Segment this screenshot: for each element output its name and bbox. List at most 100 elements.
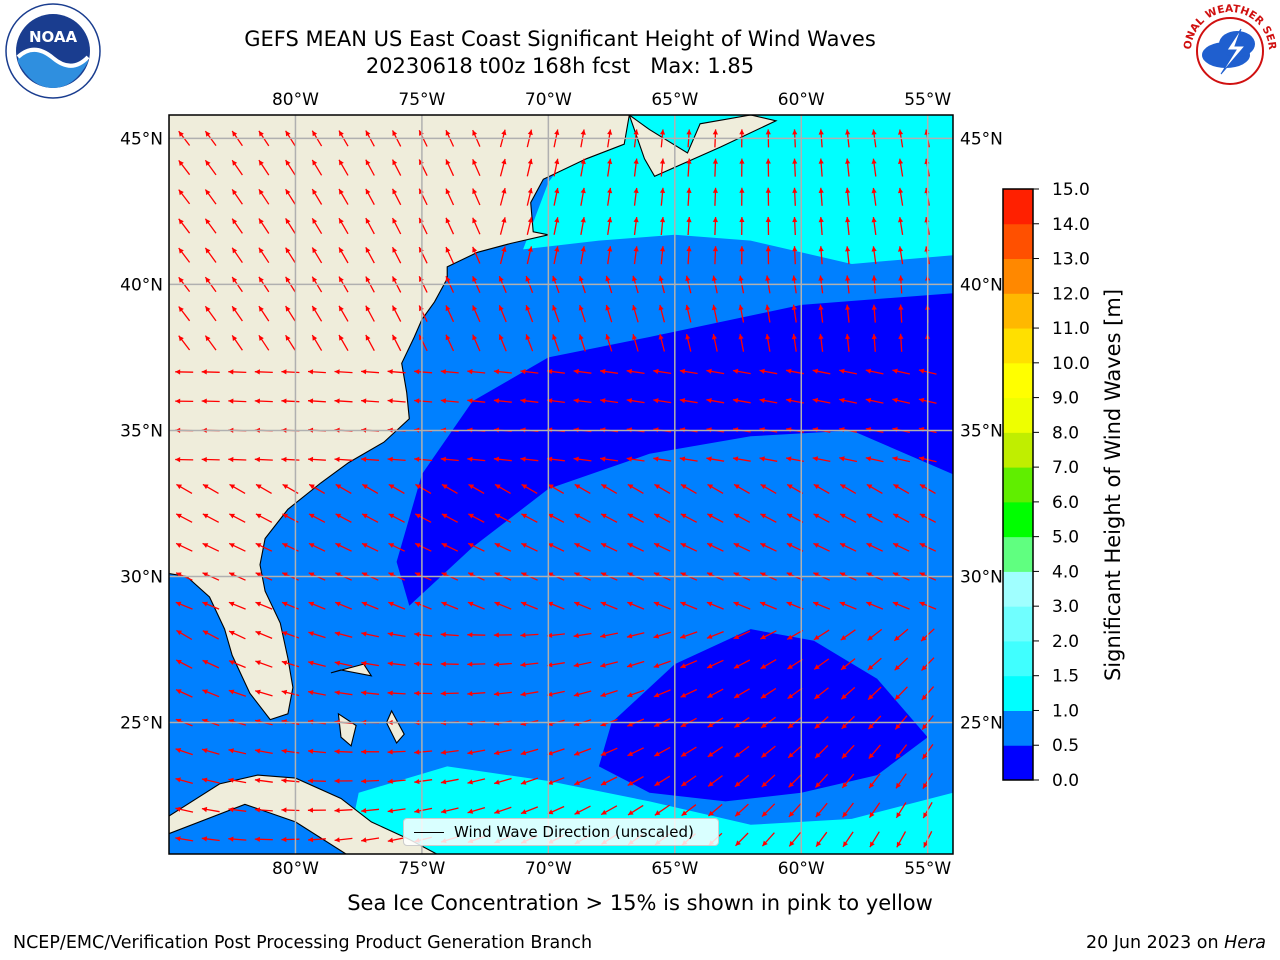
wind-wave-arrow <box>792 216 798 236</box>
arrow-head <box>787 513 793 519</box>
wind-wave-arrow <box>707 775 723 787</box>
arrow-head <box>813 634 820 640</box>
arrow-head <box>501 129 507 136</box>
arrow-head <box>923 812 928 819</box>
wind-wave-arrow <box>258 188 270 205</box>
wind-wave-arrow <box>467 601 485 610</box>
arrow-head <box>632 334 637 340</box>
arrow-head <box>176 660 182 665</box>
arrow-head <box>527 188 533 194</box>
wind-wave-arrow <box>894 686 908 701</box>
arrow-head <box>765 275 771 281</box>
arrow-head <box>472 188 478 195</box>
arrow-head <box>472 246 478 253</box>
arrow-head <box>334 456 340 462</box>
arrow-head <box>840 635 847 641</box>
arrow-head <box>680 663 686 669</box>
wind-wave-arrow <box>202 483 219 494</box>
lon-tick-label-bottom: 60°W <box>778 859 825 879</box>
wind-wave-arrow <box>574 483 591 494</box>
wind-wave-arrow <box>228 660 246 669</box>
wind-wave-arrow <box>445 246 455 264</box>
arrow-head <box>554 158 560 165</box>
wind-wave-arrow <box>440 456 459 462</box>
wind-wave-arrow <box>600 689 618 697</box>
arrow-head <box>445 159 451 165</box>
arrow-head <box>792 246 798 252</box>
wind-wave-arrow <box>892 397 911 404</box>
arrow-head <box>282 601 288 607</box>
arrow-head <box>633 129 639 135</box>
wind-wave-arrow <box>839 483 857 494</box>
wind-wave-arrow <box>178 160 191 176</box>
arrow-head <box>339 218 344 224</box>
wind-wave-arrow <box>578 304 586 323</box>
arrow-head <box>894 635 900 641</box>
wind-wave-arrow <box>706 688 724 699</box>
arrow-head <box>258 130 264 137</box>
wind-wave-arrow <box>254 748 273 755</box>
arrow-head <box>282 484 289 490</box>
arrow-head <box>681 781 687 787</box>
arrow-head <box>392 276 398 282</box>
wind-wave-arrow <box>472 305 481 323</box>
wind-wave-arrow <box>255 513 273 523</box>
arrow-head <box>871 275 877 281</box>
arrow-head <box>501 158 507 165</box>
wind-wave-arrow <box>739 246 745 265</box>
wind-wave-arrow <box>201 457 220 463</box>
arrow-head <box>759 456 765 462</box>
arrow-head <box>712 246 718 252</box>
arrow-head <box>520 750 527 756</box>
wind-wave-arrow <box>445 305 455 323</box>
wind-wave-arrow <box>414 456 433 462</box>
arrow-head <box>626 368 632 374</box>
arrow-head <box>627 601 633 607</box>
wind-wave-arrow <box>440 778 459 785</box>
wind-wave-arrow <box>388 483 405 494</box>
wind-wave-arrow <box>626 689 645 698</box>
arrow-head <box>898 158 904 164</box>
arrow-head <box>175 806 181 812</box>
arrow-head <box>787 693 794 699</box>
arrow-head <box>285 276 291 283</box>
arrow-head <box>633 158 639 164</box>
arrow-head <box>501 217 507 223</box>
wind-wave-arrow <box>869 831 880 848</box>
arrow-head <box>175 457 181 463</box>
wind-wave-arrow <box>574 805 591 815</box>
wind-wave-arrow <box>307 837 326 843</box>
colorbar-segment <box>1003 189 1033 225</box>
arrow-head <box>440 661 446 667</box>
wind-wave-arrow <box>255 542 273 552</box>
arrow-head <box>309 484 315 490</box>
arrow-head <box>281 631 288 636</box>
arrow-head <box>600 662 606 668</box>
arrow-head <box>361 837 367 843</box>
wind-wave-arrow <box>441 601 459 610</box>
arrow-head <box>308 748 314 754</box>
arrow-head <box>894 665 900 671</box>
wind-wave-arrow <box>626 660 645 668</box>
wind-wave-arrow <box>334 778 353 784</box>
arrow-head <box>229 513 235 519</box>
arrow-head <box>501 246 507 252</box>
arrow-head <box>680 513 687 519</box>
wind-wave-arrow <box>520 691 539 697</box>
lon-tick-label-bottom: 75°W <box>398 859 445 879</box>
arrow-head <box>871 187 877 194</box>
wind-wave-arrow <box>600 483 618 494</box>
arrow-head <box>839 368 845 374</box>
wind-wave-arrow <box>307 748 326 754</box>
arrow-head <box>445 188 451 195</box>
wind-wave-arrow <box>498 305 507 323</box>
arrow-head <box>339 130 344 137</box>
wind-wave-arrow <box>202 659 220 669</box>
arrow-head <box>867 635 873 641</box>
arrow-head <box>812 397 819 403</box>
arrow-head <box>866 513 873 519</box>
wind-wave-arrow <box>387 631 406 638</box>
wind-wave-arrow <box>658 333 666 352</box>
wind-wave-arrow <box>526 217 533 235</box>
arrow-head <box>254 369 260 375</box>
